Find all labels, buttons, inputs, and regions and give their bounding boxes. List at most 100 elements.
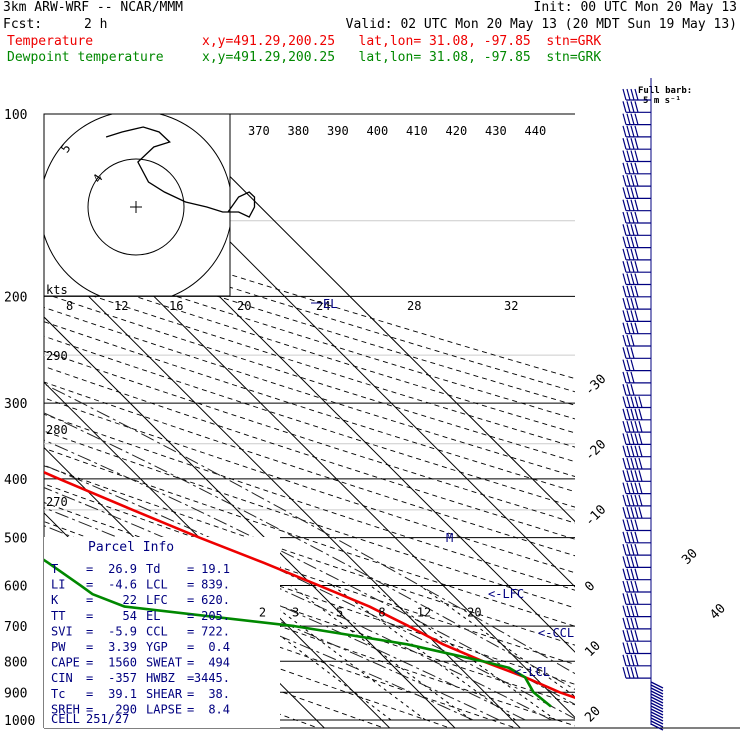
temperature-location-info: x,y=491.29,200.25 lat,lon= 31.08, -97.85… [202, 34, 602, 49]
parcel-value: 19.1 [201, 562, 230, 576]
dewpoint-location-info: x,y=491.29,200.25 lat,lon= 31.08, -97.85… [202, 50, 602, 65]
wind-barb [622, 470, 651, 482]
wind-barb [622, 113, 651, 126]
wind-barb-flag [634, 519, 639, 531]
wind-barb [622, 322, 651, 335]
parcel-key: LFC [146, 593, 168, 607]
wind-barb-flag [622, 162, 627, 174]
parcel-box-background [44, 537, 280, 728]
wind-barb-flag [626, 531, 631, 543]
wind-barb [622, 630, 651, 642]
wind-barb-flag [622, 322, 627, 334]
hodograph-speed-label: 28 [407, 299, 421, 313]
wind-barb-flag [630, 457, 635, 470]
pressure-label: 600 [4, 580, 27, 595]
moist-adiabat-line [44, 507, 526, 721]
wind-barb-flag [630, 297, 635, 310]
wind-barb-flag [630, 494, 635, 507]
temperature-profile [44, 470, 575, 699]
wind-barb-flag [626, 211, 631, 224]
wind-barb-flag [630, 642, 635, 654]
wind-barb-flag [622, 310, 627, 322]
wind-barb-flag [634, 224, 639, 236]
wind-barb-flag [626, 433, 631, 445]
wind-barb [622, 617, 651, 630]
sounding-profiles [44, 470, 575, 708]
wind-barb-flag [638, 396, 643, 408]
parcel-value: 54 [123, 609, 137, 623]
wind-barb-flag [626, 310, 631, 322]
wind-barb-flag [626, 630, 631, 642]
wind-barb [622, 371, 651, 384]
wind-barb-flag [626, 113, 631, 125]
wind-barb-flag [626, 543, 631, 556]
wind-barb-flag [626, 457, 631, 470]
theta-label: 390 [327, 124, 349, 138]
wind-barb [622, 507, 651, 519]
wind-barb [622, 138, 651, 150]
parcel-key: LCL [146, 578, 168, 592]
temperature-right-label: 40 [707, 601, 729, 623]
pressure-label: 400 [4, 473, 27, 488]
wind-barb-flag [626, 580, 631, 593]
wind-barb-flag [626, 88, 631, 101]
wind-barb-flag [634, 568, 639, 580]
wind-barb-flag [634, 617, 639, 630]
parcel-equals: = [187, 624, 194, 638]
wind-barb-flag [634, 556, 639, 568]
parcel-key: CAPE [51, 656, 80, 670]
wind-barb-flag [630, 654, 635, 666]
wind-barb-flag [622, 224, 627, 236]
wind-barb-flag [626, 347, 631, 359]
wind-barb-flag [622, 101, 627, 113]
parcel-value: 722. [201, 624, 230, 638]
moist-adiabat-line [44, 383, 575, 675]
parcel-equals: = [187, 578, 194, 592]
wind-barb-flag [638, 457, 643, 470]
wind-barb [622, 494, 651, 507]
wind-barb [622, 101, 651, 113]
wind-barb-flag [630, 88, 635, 101]
moist-adiabat-line [44, 464, 575, 720]
wind-barb-flag [634, 531, 639, 543]
temperature-right-label: 0 [582, 579, 598, 595]
wind-barb [622, 396, 651, 409]
wind-barb-flag [622, 236, 627, 248]
wind-barb-flag [630, 384, 635, 396]
hodograph-speed-label: kts [46, 283, 68, 297]
isotherm-line [44, 381, 391, 728]
hodograph-trace [105, 126, 256, 218]
mixing-ratio-label: 3 [292, 605, 299, 619]
hodograph-speed-label: 20 [237, 299, 251, 313]
pressure-label: 700 [4, 620, 27, 635]
wind-barb-lower [650, 717, 664, 725]
wind-barb-flag [626, 162, 631, 174]
wind-barb-flag [622, 666, 627, 679]
wind-barb-flag [634, 88, 639, 101]
theta-label: 410 [406, 124, 428, 138]
parcel-key: T [51, 562, 58, 576]
barb-key-value: 5 m s⁻¹ [643, 96, 681, 106]
theta-label: 440 [525, 124, 547, 138]
wind-barb-flag [626, 420, 631, 433]
wind-barb [622, 445, 651, 458]
forecast-hours: 2 h [84, 17, 108, 32]
wind-barb-flag [626, 138, 631, 150]
wind-barb-flag [626, 642, 631, 654]
wind-barb-flag [626, 322, 631, 334]
wind-barb-flag [630, 174, 635, 187]
parcel-value: 38. [208, 687, 230, 701]
wind-barb-flag [630, 433, 635, 445]
dewpoint-legend-label: Dewpoint temperature [7, 50, 164, 65]
wind-barb [622, 543, 651, 556]
hodograph-speed-label: 8 [66, 299, 73, 313]
wind-barb-flag [634, 297, 639, 310]
wind-barb-flag [634, 125, 639, 138]
wind-barb-flag [622, 543, 627, 556]
parcel-value: 1560 [108, 656, 137, 670]
wind-barb-flag [626, 297, 631, 310]
wind-barb-flag [626, 150, 631, 162]
wind-barb [622, 519, 651, 532]
wind-barb-lower [650, 681, 664, 689]
wind-barb-flag [622, 273, 627, 285]
